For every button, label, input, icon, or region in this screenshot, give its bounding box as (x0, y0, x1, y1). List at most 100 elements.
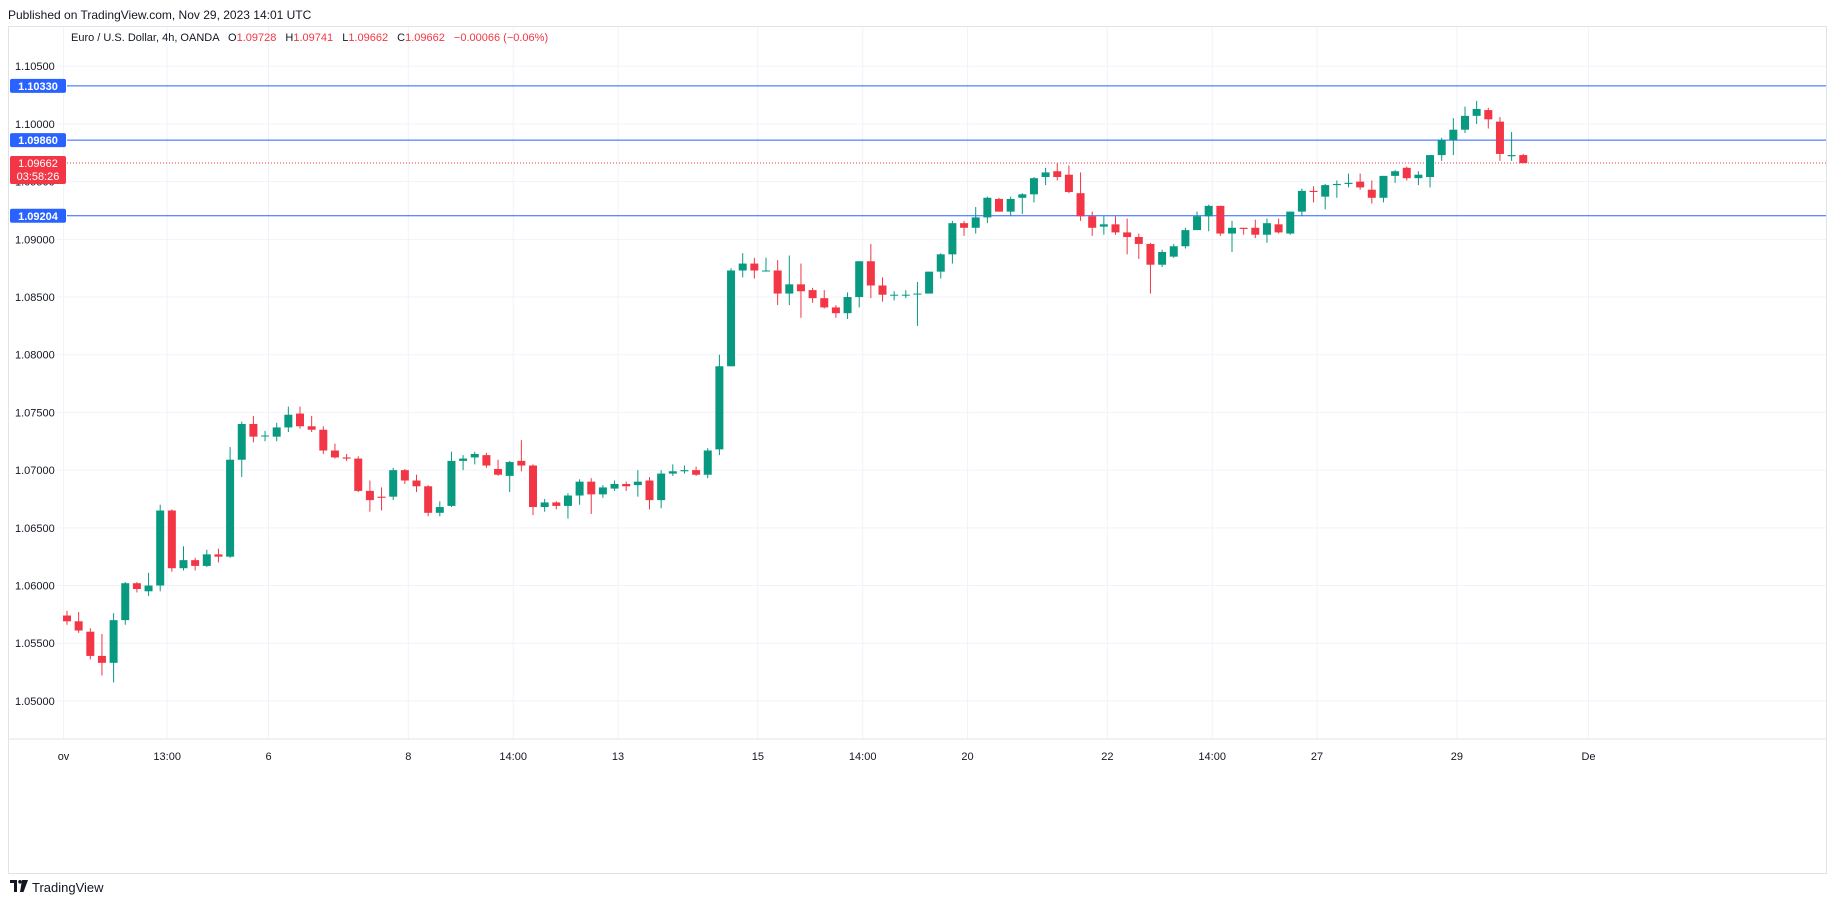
candle (622, 481, 631, 491)
x-tick-label: 22 (1101, 751, 1113, 763)
legend-close-value: 1.09662 (405, 32, 445, 44)
candle-body (1379, 175, 1388, 198)
candle (773, 260, 782, 306)
candle (1251, 219, 1260, 239)
candle-body (1181, 230, 1190, 247)
x-tick-label: 27 (1311, 751, 1323, 763)
candle (482, 452, 491, 468)
candle-body (878, 285, 887, 295)
candle (1519, 153, 1528, 164)
candle (1297, 188, 1306, 217)
chart-panel[interactable]: 1.105001.100001.095001.090001.085001.080… (8, 26, 1827, 874)
candle (727, 268, 736, 367)
candle-body (1274, 224, 1283, 233)
candle-body (1344, 182, 1353, 184)
candle (1367, 180, 1376, 204)
x-tick-label: 29 (1451, 751, 1463, 763)
last-price-tag (10, 155, 66, 184)
candle (1262, 218, 1271, 243)
candle-body (808, 290, 817, 299)
candle (459, 455, 468, 471)
candle-body (668, 471, 677, 474)
candle (1228, 220, 1236, 253)
candle-body (1169, 246, 1178, 257)
candle (330, 443, 339, 459)
candle-body (913, 293, 922, 295)
candle (680, 465, 689, 474)
candle-body (447, 460, 456, 506)
y-tick-label: 1.10500 (15, 61, 55, 73)
candle-body (97, 655, 106, 663)
candle (762, 257, 770, 272)
candle-body (1321, 185, 1330, 197)
legend-low-value: 1.09662 (348, 32, 388, 44)
candle-body (1204, 205, 1213, 217)
candle (692, 466, 701, 476)
candle (261, 430, 270, 442)
candle-body (86, 631, 95, 656)
candle (610, 480, 619, 491)
candle (319, 426, 328, 454)
candles (63, 100, 1528, 683)
candlestick-chart[interactable]: 1.105001.100001.095001.090001.085001.080… (9, 27, 1826, 873)
horizontal-level-tag (10, 133, 66, 148)
candle-body (866, 261, 875, 286)
candle-body (435, 507, 444, 513)
candle-body (1309, 190, 1318, 193)
candle-body (831, 307, 840, 314)
axes: 1.105001.100001.095001.090001.085001.080… (9, 61, 1826, 763)
candle-body (1414, 174, 1423, 179)
candle-body (1064, 174, 1073, 193)
candle-body (330, 450, 339, 458)
candle-body (342, 457, 351, 459)
horizontal-level-label: 1.09860 (18, 135, 58, 147)
candle (878, 277, 887, 302)
y-tick-label: 1.08000 (15, 350, 55, 362)
candle (74, 612, 83, 633)
candle (1064, 165, 1073, 194)
candle-body (1146, 243, 1155, 265)
candle (1041, 167, 1050, 186)
candle (1181, 227, 1190, 249)
candle (144, 572, 153, 596)
horizontal-levels (67, 85, 1826, 217)
candle (1507, 132, 1516, 161)
candle (529, 464, 537, 516)
candle (808, 287, 817, 303)
candle (365, 480, 374, 512)
candle (272, 422, 281, 442)
candle-body (633, 481, 642, 486)
candle (971, 207, 980, 234)
candle-body (214, 554, 223, 557)
horizontal-level-tag (10, 208, 66, 223)
candle-body (738, 263, 747, 271)
candle (1204, 204, 1213, 232)
candle-body (319, 429, 328, 451)
candle (948, 220, 957, 264)
candle (167, 509, 176, 572)
candle-body (1367, 189, 1376, 198)
grid (57, 27, 1826, 739)
candle-body (167, 510, 176, 569)
horizontal-level-tag (10, 78, 66, 93)
footer-brand: TradingView (32, 880, 104, 895)
candle-body (843, 297, 852, 314)
candle-body (1134, 237, 1143, 244)
last-price-label: 1.09662 (18, 158, 58, 170)
candle (1111, 216, 1120, 235)
candle-body (1519, 155, 1528, 164)
candle-body (237, 423, 246, 460)
candle (494, 459, 503, 476)
candle-body (272, 427, 281, 437)
candle-body (1402, 167, 1411, 179)
candle-body (121, 583, 130, 621)
x-tick-label: 14:00 (499, 751, 527, 763)
candle (156, 504, 165, 592)
candle (284, 406, 293, 433)
candle (435, 501, 444, 517)
candle-body (552, 502, 561, 506)
candle (342, 453, 351, 461)
candle (1391, 170, 1400, 183)
candle (750, 257, 759, 279)
